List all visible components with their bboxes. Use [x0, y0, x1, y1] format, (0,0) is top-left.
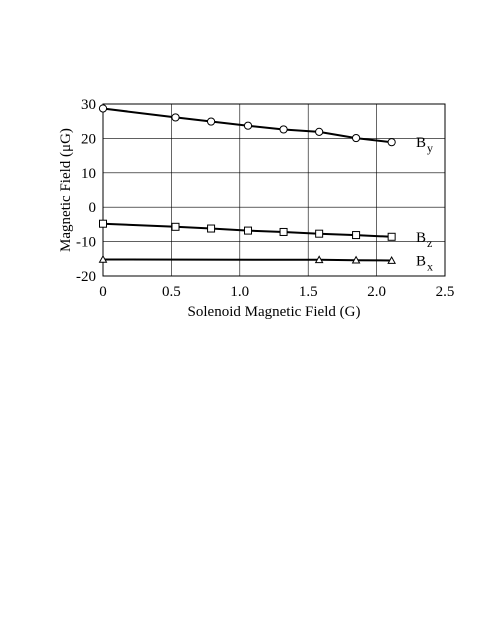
y-tick-label: -20 — [76, 269, 96, 285]
series-label-Bz: Bz — [416, 230, 432, 250]
x-axis-label: Solenoid Magnetic Field (G) — [188, 304, 361, 320]
data-point — [98, 254, 108, 263]
series-label-Bx: Bx — [416, 254, 433, 274]
data-point — [206, 117, 216, 126]
x-axis: 0 0.5 1.0 1.5 2.0 2.5 — [99, 284, 454, 300]
y-tick-label: 30 — [81, 97, 96, 113]
series-label-By: By — [416, 135, 433, 155]
data-point — [171, 113, 180, 122]
plot-frame — [102, 103, 446, 277]
grid — [103, 104, 445, 276]
data-point — [315, 229, 324, 238]
data-point — [387, 255, 396, 264]
data-point — [387, 232, 396, 241]
x-tick-label: 1.0 — [230, 284, 249, 300]
data-point — [99, 219, 107, 228]
series-line-Bx — [102, 258, 392, 262]
data-point — [98, 104, 108, 113]
data-point — [279, 125, 288, 134]
series-Bz: Bz — [99, 219, 432, 250]
data-point — [351, 255, 361, 264]
x-tick-label: 1.5 — [299, 284, 318, 300]
x-tick-label: 0.5 — [162, 284, 181, 300]
series-By: By — [98, 104, 433, 155]
y-tick-label: 20 — [81, 131, 96, 147]
x-tick-label: 0 — [99, 284, 107, 300]
series-Bx: Bx — [98, 254, 433, 274]
y-axis: -20 -10 0 10 20 30 — [76, 97, 96, 285]
y-tick-label: 10 — [81, 166, 96, 182]
y-tick-label: 0 — [89, 200, 97, 216]
data-point — [243, 121, 253, 130]
x-tick-label: 2.0 — [367, 284, 386, 300]
data-point — [351, 133, 361, 143]
data-point — [387, 138, 396, 147]
data-point — [244, 226, 253, 235]
data-point — [171, 222, 180, 231]
series-line-By — [102, 107, 392, 144]
series-layer: By Bz Bx — [98, 104, 433, 274]
data-point — [279, 227, 288, 236]
series-line-Bz — [102, 222, 392, 238]
x-tick-label: 2.5 — [436, 284, 455, 300]
y-axis-label: Magnetic Field (μG) — [58, 128, 74, 252]
data-point — [352, 231, 361, 240]
y-tick-label: -10 — [76, 235, 96, 251]
data-point — [314, 255, 324, 264]
data-point — [207, 224, 216, 233]
data-point — [315, 127, 324, 136]
